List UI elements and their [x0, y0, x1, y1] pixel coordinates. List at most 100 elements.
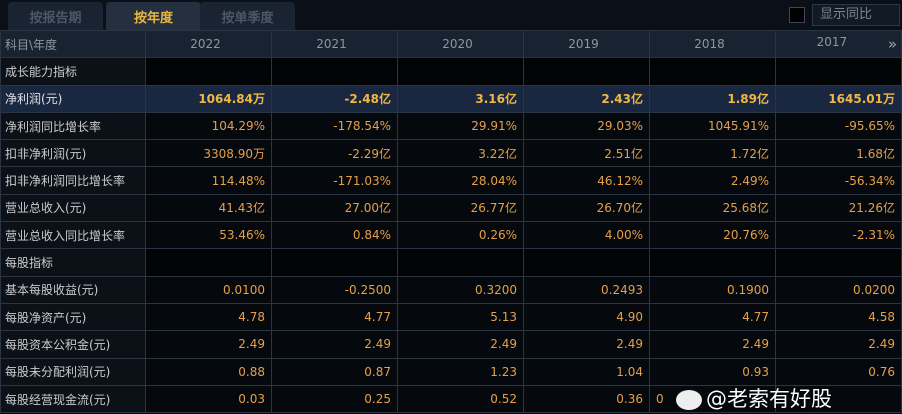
- cell-value: 1045.91%: [649, 111, 776, 141]
- cell-value: [775, 57, 902, 86]
- tab-bar: 按报告期 按年度 按单季度 显示同比: [0, 0, 902, 30]
- cell-value: 28.04%: [397, 166, 524, 195]
- cell-value: [145, 57, 272, 86]
- cell-value: 0.84%: [271, 221, 398, 250]
- cell-value: 0.93: [649, 357, 776, 386]
- year-header[interactable]: 2019: [523, 29, 650, 59]
- financial-table: 科目\年度 2022 2021 2020 2019 2018 2017 » 成长能力指标 净利润(…: [0, 29, 902, 414]
- table-row[interactable]: 每股未分配利润(元) 0.88 0.87 1.23 1.04 0.93 0.76: [0, 357, 902, 386]
- cell-value: 1.04: [523, 357, 650, 386]
- table-row[interactable]: 每股净资产(元) 4.78 4.77 5.13 4.90 4.77 4.58: [0, 302, 902, 332]
- cell-value: 1645.01万: [775, 84, 902, 113]
- cell-value: 20.76%: [649, 221, 776, 250]
- cell-value: 2.49: [649, 330, 776, 359]
- year-header[interactable]: 2018: [649, 29, 776, 59]
- year-header[interactable]: 2020: [397, 29, 524, 59]
- cell-value: 5.13: [397, 302, 524, 332]
- cell-value: [523, 57, 650, 86]
- show-yoy-checkbox[interactable]: [789, 7, 805, 23]
- year-label: 2022: [190, 37, 221, 52]
- row-label: 净利润同比增长率: [0, 111, 146, 141]
- row-label: 扣非净利润(元): [0, 139, 146, 168]
- year-header[interactable]: 2021: [271, 29, 398, 59]
- cell-value: 0.03: [145, 384, 272, 414]
- row-label: 营业总收入(元): [0, 193, 146, 223]
- table-row[interactable]: 营业总收入同比增长率 53.46% 0.84% 0.26% 4.00% 20.76% -2.…: [0, 221, 902, 250]
- table-row[interactable]: 基本每股收益(元) 0.0100 -0.2500 0.3200 0.2493 0.1900…: [0, 275, 902, 304]
- table-row[interactable]: 每股资本公积金(元) 2.49 2.49 2.49 2.49 2.49 2.49: [0, 330, 902, 359]
- cell-value: 0.0200: [775, 275, 902, 304]
- table-row[interactable]: 营业总收入(元) 41.43亿 27.00亿 26.77亿 26.70亿 25.68亿 21…: [0, 193, 902, 223]
- year-label: 2020: [442, 37, 473, 52]
- cell-value: 0.52: [397, 384, 524, 414]
- year-header[interactable]: 2022: [145, 29, 272, 59]
- cell-value: -2.48亿: [271, 84, 398, 113]
- cell-value: 21.26亿: [775, 193, 902, 223]
- cell-value: 2.49: [523, 330, 650, 359]
- cell-value: 1.72亿: [649, 139, 776, 168]
- cell-value: -178.54%: [271, 111, 398, 141]
- tab-by-quarter[interactable]: 按单季度: [200, 2, 295, 30]
- cell-value: 3.16亿: [397, 84, 524, 113]
- cell-value: 25.68亿: [649, 193, 776, 223]
- cell-value: [271, 248, 398, 277]
- cell-value: 4.90: [523, 302, 650, 332]
- cell-value: -2.29亿: [271, 139, 398, 168]
- row-label: 净利润(元): [0, 84, 146, 113]
- cell-value: 46.12%: [523, 166, 650, 195]
- table-row[interactable]: 净利润同比增长率 104.29% -178.54% 29.91% 29.03% 1045.…: [0, 111, 902, 141]
- row-label: 基本每股收益(元): [0, 275, 146, 304]
- show-yoy-button[interactable]: 显示同比: [812, 4, 900, 26]
- cell-value: 0.0100: [145, 275, 272, 304]
- table-row[interactable]: 扣非净利润同比增长率 114.48% -171.03% 28.04% 46.12% 2.4…: [0, 166, 902, 195]
- cell-value: 41.43亿: [145, 193, 272, 223]
- cell-value: 4.77: [649, 302, 776, 332]
- cell-value: [523, 248, 650, 277]
- cell-value: 27.00亿: [271, 193, 398, 223]
- header-row: 科目\年度 2022 2021 2020 2019 2018 2017 »: [0, 29, 902, 59]
- cell-value: -95.65%: [775, 111, 902, 141]
- cell-value: 1064.84万: [145, 84, 272, 113]
- cell-value: 4.00%: [523, 221, 650, 250]
- cell-value: 1.68亿: [775, 139, 902, 168]
- cell-value: 2.43亿: [523, 84, 650, 113]
- row-label: 每股指标: [0, 248, 146, 277]
- tab-by-year[interactable]: 按年度: [106, 2, 201, 30]
- cell-value: 0.25: [271, 384, 398, 414]
- cell-value: -2.31%: [775, 221, 902, 250]
- cell-value: 4.58: [775, 302, 902, 332]
- row-label: 营业总收入同比增长率: [0, 221, 146, 250]
- watermark-text: @老索有好股: [706, 387, 832, 411]
- cell-value: 0.3200: [397, 275, 524, 304]
- tab-by-report-period[interactable]: 按报告期: [8, 2, 103, 30]
- cell-value: 104.29%: [145, 111, 272, 141]
- cell-value: 2.49: [775, 330, 902, 359]
- double-chevron-right-icon[interactable]: »: [887, 35, 897, 54]
- cell-value: 0.36: [523, 384, 650, 414]
- table-row[interactable]: 净利润(元) 1064.84万 -2.48亿 3.16亿 2.43亿 1.89亿 1645.…: [0, 84, 902, 113]
- year-label: 2019: [568, 37, 599, 52]
- cell-value: -0.2500: [271, 275, 398, 304]
- cell-value: [649, 248, 776, 277]
- row-label: 每股资本公积金(元): [0, 330, 146, 359]
- cell-value: 0.26%: [397, 221, 524, 250]
- cell-value: 2.49: [145, 330, 272, 359]
- cell-value: 4.77: [271, 302, 398, 332]
- year-header[interactable]: 2017 »: [775, 29, 902, 59]
- table-row[interactable]: 每股经营现金流(元) 0.03 0.25 0.52 0.36 0: [0, 384, 902, 414]
- table-row[interactable]: 成长能力指标: [0, 57, 902, 86]
- cell-value: 29.03%: [523, 111, 650, 141]
- table-row[interactable]: 每股指标: [0, 248, 902, 277]
- cell-value: 26.77亿: [397, 193, 524, 223]
- cell-value: 0.2493: [523, 275, 650, 304]
- header-label: 科目\年度: [0, 29, 146, 59]
- table-row[interactable]: 扣非净利润(元) 3308.90万 -2.29亿 3.22亿 2.51亿 1.72亿 1.6…: [0, 139, 902, 168]
- year-label: 2021: [316, 37, 347, 52]
- cell-value: 114.48%: [145, 166, 272, 195]
- cell-value: 0.87: [271, 357, 398, 386]
- cell-value: 2.49: [397, 330, 524, 359]
- cell-value: [397, 248, 524, 277]
- cell-value: 3.22亿: [397, 139, 524, 168]
- year-label: 2017: [816, 35, 848, 50]
- cell-value: -56.34%: [775, 166, 902, 195]
